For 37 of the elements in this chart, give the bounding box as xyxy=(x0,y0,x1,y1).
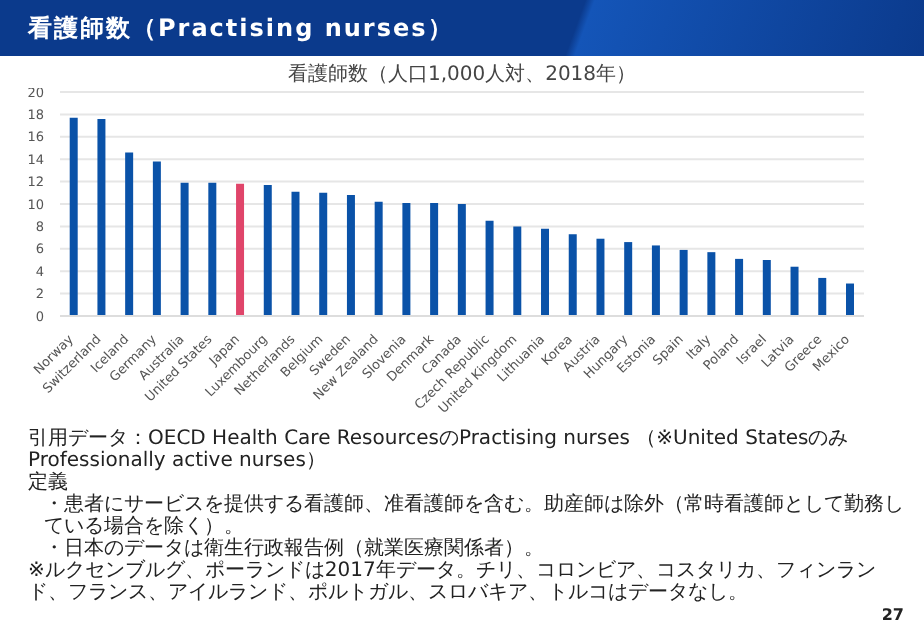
text: ・日本のデータは衛生行政報告例（就業医療関係者）。 xyxy=(42,538,546,560)
bar xyxy=(624,242,633,316)
bar xyxy=(762,260,771,316)
text: 定義 xyxy=(28,472,68,494)
bar xyxy=(430,202,439,316)
text: 27 xyxy=(879,604,904,626)
bar xyxy=(457,204,466,316)
chart-title: 看護師数（Practising nurses） xyxy=(0,0,924,56)
chart-subtitle: 看護師数（人口1,000人対、2018年） xyxy=(285,61,639,88)
bar xyxy=(568,234,577,316)
bar xyxy=(541,228,550,316)
text: 引用データ：OECD Health Care ResourcesのPractising nurses （※United StatesのみProfessionally active nurses） xyxy=(28,428,851,472)
bar xyxy=(346,195,355,316)
text: ※ルクセンブルグ、ポーランドは2017年データ。チリ、コロンビア、コスタリカ、フィンランド、フランス、アイルランド、ポルトガル、スロバキア、トルコはデータなし。 xyxy=(28,560,878,604)
bar xyxy=(180,182,189,316)
bar xyxy=(596,238,605,316)
bar xyxy=(263,184,272,316)
bar xyxy=(208,182,217,316)
bar xyxy=(97,118,106,316)
bar xyxy=(513,226,522,316)
bar xyxy=(485,220,494,316)
bar xyxy=(374,201,383,316)
bar xyxy=(69,117,78,316)
bar xyxy=(291,191,300,316)
bar xyxy=(236,183,245,316)
bar xyxy=(735,258,744,316)
bar xyxy=(707,252,716,316)
bar xyxy=(125,152,134,316)
bar xyxy=(152,161,161,316)
bar xyxy=(651,245,660,316)
bar xyxy=(818,277,827,316)
bar xyxy=(319,192,328,316)
bar xyxy=(845,283,854,316)
text: ・患者にサービスを提供する看護師、准看護師を含む。助産師は除外（常時看護師として勤務している場合を除く）。 xyxy=(42,494,904,538)
bar xyxy=(402,202,411,316)
bar xyxy=(790,266,799,316)
bar xyxy=(679,249,688,316)
